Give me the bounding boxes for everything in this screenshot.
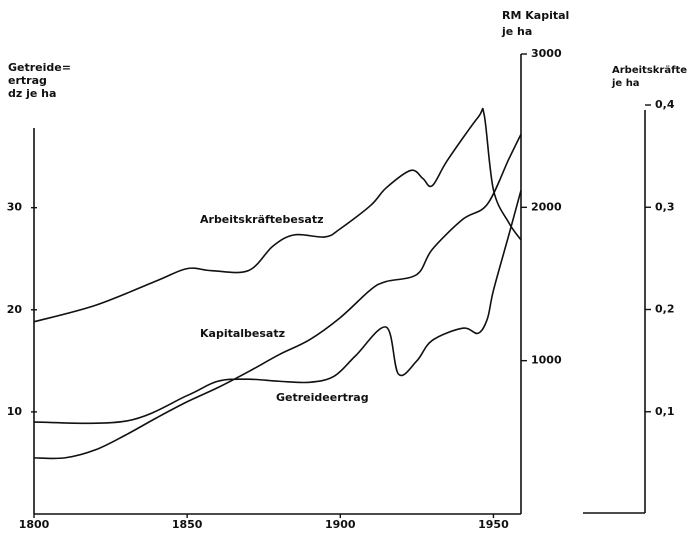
y2-tick-label: 1000 bbox=[531, 354, 562, 367]
y-axis-title: Getreide= bbox=[8, 61, 71, 74]
x-tick-label: 1800 bbox=[19, 518, 50, 531]
y3-axis-title: Arbeitskräfte bbox=[612, 65, 687, 76]
y3-tick-label: 0,2 bbox=[655, 303, 675, 316]
y-axis-title: ertrag bbox=[8, 74, 47, 87]
y3-tick-label: 0,1 bbox=[655, 405, 675, 418]
series-line bbox=[33, 107, 522, 323]
y2-tick-label: 2000 bbox=[531, 200, 562, 213]
y-tick-label: 20 bbox=[7, 303, 23, 316]
series-label: Arbeitskräftebesatz bbox=[200, 213, 323, 226]
y2-axis-title: je ha bbox=[501, 25, 532, 38]
y3-tick-label: 0,4 bbox=[655, 98, 675, 111]
y-axis-title: dz je ha bbox=[8, 87, 56, 100]
y2-tick-label: 3000 bbox=[531, 47, 562, 60]
y3-tick-label: 0,3 bbox=[655, 200, 675, 213]
x-tick-label: 1900 bbox=[325, 518, 356, 531]
series-line bbox=[33, 133, 522, 460]
x-tick-label: 1850 bbox=[172, 518, 203, 531]
series-label: Kapitalbesatz bbox=[200, 327, 285, 340]
x-tick-label: 1950 bbox=[478, 518, 509, 531]
y3-axis-title: je ha bbox=[611, 78, 640, 89]
series-line bbox=[33, 190, 522, 425]
y-tick-label: 30 bbox=[7, 201, 23, 214]
y-tick-label: 10 bbox=[7, 405, 23, 418]
series-label: Getreideertrag bbox=[276, 391, 369, 404]
y2-axis-title: RM Kapital bbox=[502, 9, 569, 22]
